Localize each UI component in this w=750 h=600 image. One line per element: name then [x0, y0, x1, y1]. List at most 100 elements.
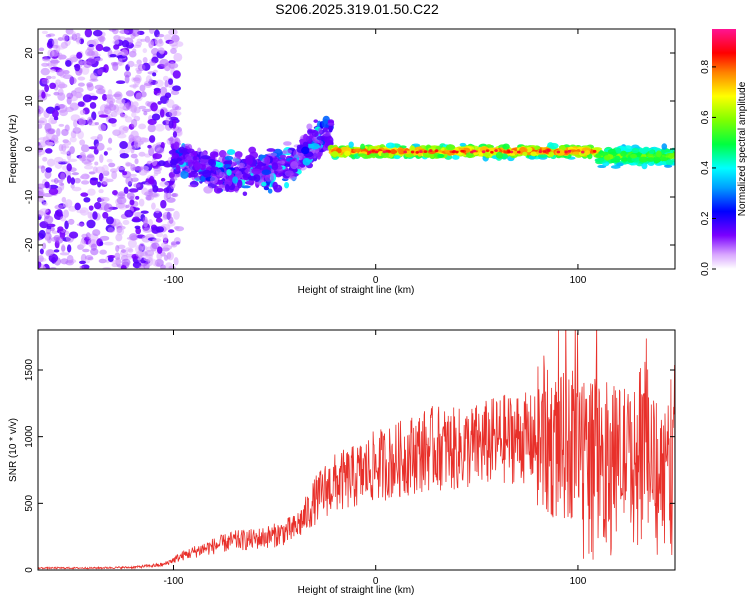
spectrogram-cell: [80, 175, 87, 180]
spectrogram-cell: [264, 155, 271, 165]
spectrogram-cell: [38, 47, 45, 52]
spectrogram-cell: [112, 93, 122, 98]
spectrogram-cell: [90, 243, 97, 251]
snr-ylabel: SNR (10 * v/v): [8, 418, 19, 482]
spectrogram-cell: [124, 209, 134, 218]
spectrogram-cell: [481, 150, 486, 154]
spectrogram-cell: [106, 216, 114, 225]
spectrogram-cell: [592, 147, 603, 151]
spectrogram-cell: [86, 83, 94, 92]
spectrogram-cell: [192, 156, 198, 161]
snr-ytick-label: 500: [24, 495, 35, 512]
spectrogram-cell: [39, 196, 45, 202]
spectrogram-cell: [135, 227, 142, 235]
spectrogram-cell: [49, 114, 54, 121]
spectrogram-cell: [482, 152, 491, 157]
colorbar: 0.0 0.2 0.4 0.6 0.8 Normalized spectral ampl…: [700, 29, 748, 276]
spectrogram-cell: [607, 148, 617, 154]
spectrogram-cell: [110, 111, 118, 118]
spectrogram-cell: [112, 190, 118, 196]
spectrogram-cell: [316, 151, 322, 160]
spectrogram-cell: [131, 111, 137, 118]
spectrogram-cell: [133, 139, 141, 149]
spectrogram-cell: [495, 151, 504, 159]
spectrogram-cell: [148, 39, 155, 49]
spectrogram-cell: [415, 151, 419, 154]
spectrogram-cell: [428, 149, 433, 152]
spectrogram-cell: [147, 124, 156, 133]
spectrogram-cell: [121, 258, 131, 267]
spectrogram-cell: [210, 159, 217, 168]
spectrogram-cell: [164, 208, 175, 212]
spectrogram-cell: [556, 150, 561, 154]
spectrogram-cell: [66, 254, 74, 264]
spectrogram-cell: [572, 151, 581, 155]
spectrogram-cell: [156, 252, 163, 260]
spectrogram-cell: [187, 153, 192, 159]
spectrogram-cell: [144, 250, 155, 257]
spectrogram-cell: [38, 229, 46, 239]
spectrogram-ytick-label: -10: [24, 189, 35, 204]
spectrogram-cell: [53, 234, 61, 242]
spectrogram-cell: [44, 122, 52, 132]
spectrogram-cell: [42, 156, 48, 162]
spectrogram-cell: [132, 101, 139, 108]
spectrogram-cell: [567, 149, 572, 153]
spectrogram-cell: [257, 161, 265, 167]
spectrogram-cell: [173, 237, 182, 246]
spectrogram-cell: [151, 143, 161, 152]
spectrogram-cell: [38, 117, 48, 126]
spectrogram-cell: [306, 123, 313, 130]
spectrogram-cell: [94, 84, 104, 90]
colorbar-ticks: 0.0 0.2 0.4 0.6 0.8: [700, 60, 716, 276]
spectrogram-cell: [180, 170, 189, 179]
spectrogram-cell: [56, 128, 61, 137]
spectrogram-cell: [564, 150, 568, 154]
spectrogram-cell: [59, 109, 68, 117]
spectrogram-cell: [58, 123, 65, 127]
spectrogram-cell: [57, 52, 63, 61]
spectrogram-cell: [103, 203, 113, 213]
spectrogram-cell: [490, 150, 494, 154]
spectrogram-cell: [129, 173, 137, 177]
spectrogram-cell: [48, 188, 59, 196]
spectrogram-cell: [79, 109, 86, 116]
spectrogram-cell: [170, 90, 180, 96]
spectrogram-cell: [655, 150, 662, 158]
spectrogram-cell: [218, 149, 227, 158]
spectrogram-cell: [69, 77, 77, 85]
spectrogram-cell: [57, 45, 66, 50]
spectrogram-cell: [125, 90, 135, 97]
spectrogram-cell: [76, 209, 87, 214]
spectrogram-cell: [57, 226, 64, 232]
spectrogram-cell: [83, 197, 91, 203]
spectrogram-cell: [460, 149, 464, 153]
spectrogram-cell: [664, 164, 673, 168]
spectrogram-cell: [138, 198, 145, 207]
spectrogram-cell: [98, 258, 107, 264]
spectrogram-cell: [152, 185, 159, 193]
spectrogram-cell: [437, 153, 445, 158]
spectrogram-cell: [175, 164, 181, 172]
spectrogram-cell: [516, 150, 521, 154]
spectrogram-cell: [580, 150, 585, 154]
spectrogram-cell: [603, 155, 611, 161]
spectrogram-cell: [43, 215, 54, 225]
spectrogram-cell: [44, 181, 50, 189]
spectrogram-cell: [130, 130, 139, 140]
spectrogram-cell: [149, 135, 156, 143]
spectrogram-cell: [130, 177, 139, 182]
spectrogram-cell: [60, 172, 66, 181]
spectrogram-cell: [284, 170, 294, 177]
spectrogram-cell: [70, 114, 81, 122]
spectrogram-cell: [278, 172, 284, 177]
spectrogram-cell: [232, 156, 241, 165]
spectrogram-cell: [371, 149, 376, 153]
spectrogram-cell: [84, 255, 94, 261]
spectrogram-cell: [139, 242, 145, 250]
spectrogram-cell: [172, 70, 181, 79]
spectrogram-cell: [108, 137, 113, 144]
spectrogram-cell: [60, 151, 70, 155]
spectrogram-cell: [102, 93, 108, 101]
